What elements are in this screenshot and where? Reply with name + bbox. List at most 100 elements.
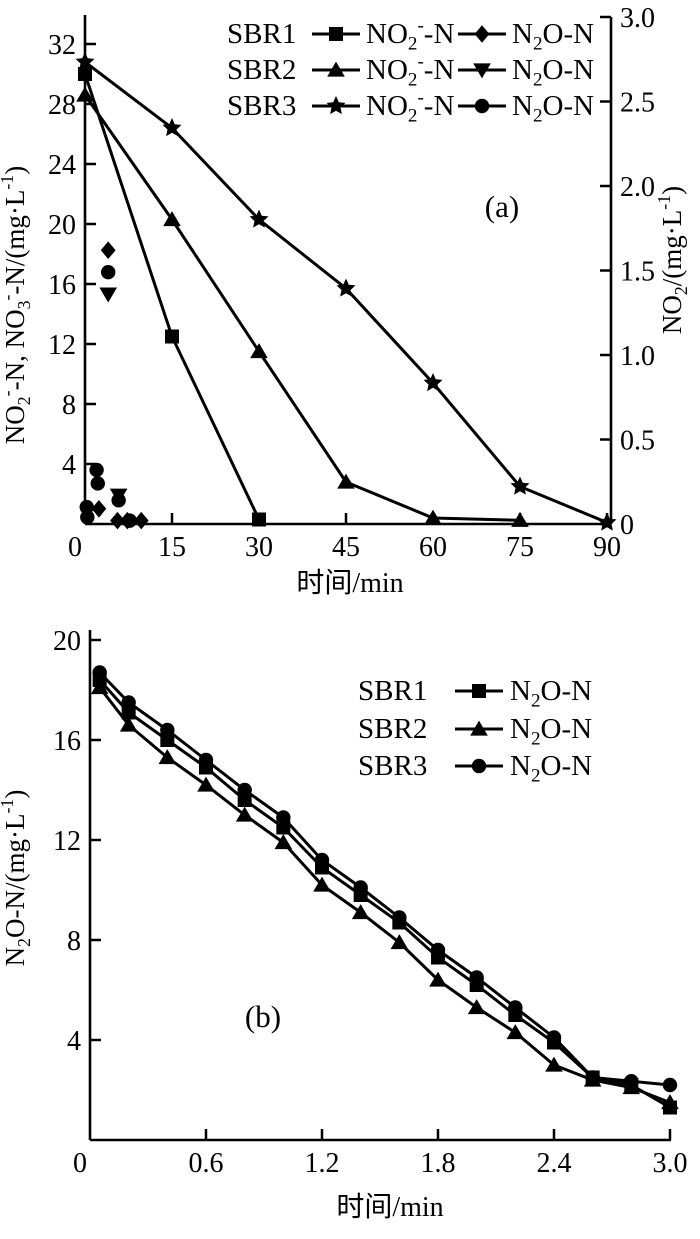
- triangle-up-marker: [337, 473, 355, 489]
- circle-marker: [314, 852, 330, 868]
- star-marker: [249, 209, 269, 228]
- x-tick-label: 0: [73, 1148, 87, 1179]
- legend: SBR1 N2O-N SBR2 N2O-N SBR3 N2O-N: [358, 675, 592, 786]
- triangle-up-marker: [511, 511, 529, 527]
- y-right-tick-label: 1.5: [620, 257, 655, 288]
- triangle-up-marker: [197, 776, 215, 792]
- circle-marker: [90, 476, 105, 491]
- square-marker: [121, 705, 136, 720]
- x-tick-label: 0: [68, 532, 82, 563]
- triangle-up-marker: [313, 876, 331, 892]
- panel-a-x-axis-title: 时间/min: [296, 568, 404, 599]
- triangle-up-legend-marker: [327, 61, 345, 77]
- y-right-tick-label: 0: [620, 510, 634, 541]
- star-marker: [336, 278, 356, 297]
- panel-b-x-axis-title: 时间/min: [336, 1192, 444, 1223]
- y-tick-label: 12: [53, 826, 81, 857]
- triangle-up-marker: [158, 749, 177, 765]
- y-tick-label: 16: [53, 726, 81, 757]
- legend-sbr-label: SBR1: [227, 18, 296, 50]
- series-sbr2-n2on-b: [90, 679, 679, 1110]
- circle-marker: [546, 1030, 562, 1045]
- square-marker: [165, 329, 179, 344]
- series-line-sbr2-n2on-b: [98, 686, 671, 1104]
- triangle-up-marker: [351, 904, 370, 920]
- y-axis-title-right-text: NO2/(mg·L-1): [654, 186, 691, 334]
- series-line-sbr2-no2n: [83, 94, 521, 522]
- triangle-up-marker: [429, 971, 447, 987]
- axes: [88, 630, 671, 1142]
- y-right-tick-label: 2.0: [620, 172, 655, 203]
- star-marker: [75, 52, 95, 71]
- circle-marker: [122, 513, 137, 528]
- square-marker: [78, 67, 92, 81]
- triangle-up-marker: [250, 343, 268, 359]
- circle-marker: [80, 510, 95, 525]
- star-marker: [423, 373, 443, 392]
- panel-b-chart: 0 0.6 1.2 1.8 2.4 3.0 4 8 12 16 20 SBR1 N2O-N SBR2 N2O…: [0, 626, 687, 1179]
- legend-sbr-label: SBR1: [358, 675, 427, 707]
- triangle-up-marker: [661, 1094, 679, 1110]
- panel-a-label: (a): [484, 189, 520, 224]
- y-tick-label: 16: [48, 270, 76, 301]
- y-tick-label: 8: [62, 390, 76, 421]
- y-right-tick-label: 1.0: [620, 341, 655, 372]
- triangle-up-marker: [163, 211, 181, 227]
- y-tick-label: 8: [67, 926, 81, 957]
- triangle-up-marker: [506, 1024, 525, 1040]
- tick-labels: 0 15 30 45 60 75 90 4 8 12 16 20 24 28 32 0 0.5 1.0 1.5 2.0…: [48, 3, 655, 563]
- x-tick-label: 1.2: [304, 1148, 339, 1179]
- circle-marker: [624, 1074, 639, 1089]
- legend-series-label: NO2--N: [366, 51, 454, 90]
- triangle-up-marker: [467, 999, 486, 1015]
- circle-marker: [111, 493, 126, 508]
- legend-series-label: N2O-N: [512, 90, 594, 126]
- y-axis-title-left: N2O-N/(mg·L-1): [0, 790, 34, 967]
- panel-a-chart: 0 15 30 45 60 75 90 4 8 12 16 20 24 28 32 0 0.5 1.0 1.5 2.0…: [0, 3, 691, 563]
- circle-marker: [160, 722, 175, 738]
- x-tick-label: 15: [158, 532, 186, 563]
- y-axis-title-left-text: N2O-N/(mg·L-1): [0, 790, 34, 967]
- series-line-sbr1-n2on-b: [98, 679, 671, 1109]
- y-tick-label: 4: [67, 1026, 81, 1057]
- triangle-up-legend-marker: [470, 720, 488, 736]
- x-tick-label: 45: [332, 532, 360, 563]
- circle-legend-marker: [474, 98, 490, 114]
- square-legend-marker: [329, 27, 343, 41]
- triangle-up-marker: [424, 509, 442, 525]
- y-tick-label: 12: [48, 330, 76, 361]
- series-sbr3-n2on: [79, 264, 137, 528]
- y-axis-title-left-text: NO2--N, NO3--N/(mg·L-1): [0, 166, 34, 444]
- triangle-down-legend-marker: [473, 63, 491, 79]
- y-right-tick-label: 0.5: [620, 426, 655, 457]
- legend-series-label: N2O-N: [510, 713, 592, 749]
- star-marker: [162, 118, 182, 137]
- y-tick-label: 20: [48, 210, 76, 241]
- y-tick-label: 24: [48, 150, 76, 181]
- legend-sbr-label: SBR3: [227, 90, 296, 122]
- x-tick-label: 90: [593, 532, 621, 563]
- circle-marker: [101, 264, 116, 280]
- tick-labels: 0 0.6 1.2 1.8 2.4 3.0 4 8 12 16 20: [53, 626, 687, 1179]
- legend-series-label: N2O-N: [510, 750, 592, 786]
- x-tick-label: 1.8: [420, 1148, 455, 1179]
- series-line-sbr3-n2on-b: [98, 671, 671, 1087]
- x-tick-label: 2.4: [536, 1148, 571, 1179]
- circle-legend-marker: [471, 758, 487, 774]
- square-marker: [276, 820, 291, 835]
- square-marker: [237, 793, 252, 807]
- circle-marker: [89, 462, 104, 478]
- circle-marker: [392, 910, 407, 925]
- series-sbr3-no2n: [75, 52, 617, 531]
- circle-marker: [121, 695, 136, 710]
- legend-series-label: N2O-N: [512, 54, 594, 90]
- star-marker: [597, 512, 617, 531]
- y-tick-label: 32: [48, 30, 76, 61]
- legend: SBR1 NO2--N N2O-N SBR2 NO2--N N2O-N SBR3 NO2--N…: [227, 15, 594, 126]
- y-tick-label: 4: [62, 450, 76, 481]
- series-sbr3-n2on-b: [92, 665, 678, 1093]
- diamond-marker: [110, 511, 125, 530]
- square-legend-marker: [472, 684, 486, 698]
- x-tick-label: 30: [245, 532, 273, 563]
